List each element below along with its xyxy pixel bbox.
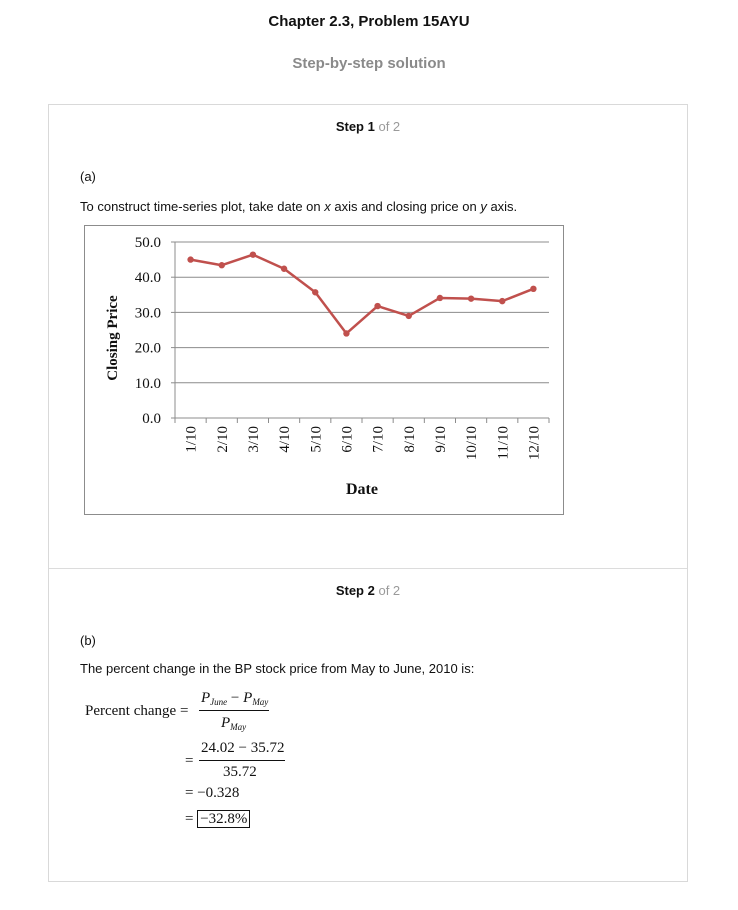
- x-axis-title: Date: [346, 481, 378, 498]
- series-line: [190, 253, 534, 335]
- percent-change-lhs: Percent change =: [85, 703, 189, 719]
- step-2-label: Step 2: [335, 583, 375, 598]
- x-tick-label: 5/10: [308, 426, 324, 453]
- x-tick-label: 12/10: [526, 426, 542, 460]
- step-1-of-label: of 2: [378, 119, 401, 134]
- data-point: [249, 251, 257, 258]
- x-tick-label: 8/10: [402, 426, 418, 453]
- data-point: [187, 256, 194, 263]
- y-tick-label: 30.0: [135, 305, 161, 321]
- data-point: [436, 294, 444, 302]
- step-2-header: Step 2 of 2: [49, 583, 687, 598]
- data-point: [499, 297, 506, 305]
- step-1-text: To construct time-series plot, take date…: [80, 199, 518, 214]
- x-tick-label: 10/10: [464, 426, 480, 460]
- y-tick-label: 10.0: [135, 376, 161, 392]
- step-divider: [49, 568, 687, 569]
- y-tick-label: 40.0: [135, 270, 161, 286]
- chart-svg: 50.0 40.0 30.0 20.0 10.0 0.0 1/10 2/10 3/10 4/10 5…: [105, 235, 550, 498]
- y-tick-label: 0.0: [142, 411, 161, 427]
- closing-price-chart: 50.0 40.0 30.0 20.0 10.0 0.0 1/10 2/10 3/10 4/10 5…: [84, 225, 564, 515]
- x-tick-label: 7/10: [371, 426, 387, 453]
- x-tick-label: 2/10: [215, 426, 231, 453]
- data-point: [374, 302, 381, 310]
- y-axis-title: Closing Price: [105, 295, 121, 381]
- x-tick-label: 6/10: [339, 426, 355, 453]
- page-title: Chapter 2.3, Problem 15AYU: [268, 13, 470, 30]
- x-tick-label: 4/10: [277, 426, 293, 453]
- data-point: [312, 289, 319, 296]
- result-decimal: = −0.328: [185, 785, 240, 801]
- x-tick-label: 11/10: [495, 426, 511, 460]
- data-point: [405, 312, 412, 320]
- fraction-bar-1: [199, 710, 269, 711]
- step-2-text: The percent change in the BP stock price…: [80, 661, 475, 676]
- step-1-label: Step 1: [335, 119, 375, 134]
- fraction-bar-2: [199, 760, 285, 761]
- result-percent: = −32.8%: [185, 810, 251, 828]
- formula-numerator: PJune − PMay: [201, 690, 269, 707]
- part-a-label: (a): [80, 169, 96, 184]
- solution-box: Step 1 of 2 (a) To construct time-series…: [48, 104, 688, 882]
- data-point: [343, 330, 350, 337]
- x-tick-label: 3/10: [246, 426, 262, 453]
- data-point: [280, 265, 288, 272]
- data-point: [467, 295, 475, 302]
- x-tick-label: 1/10: [184, 426, 200, 453]
- x-tick-label: 9/10: [433, 426, 449, 453]
- part-b-label: (b): [80, 633, 96, 648]
- data-point: [218, 262, 225, 269]
- data-point: [530, 285, 537, 293]
- numeric-numerator: 24.02 − 35.72: [201, 740, 285, 756]
- step-1-header: Step 1 of 2: [49, 119, 687, 134]
- y-tick-label: 50.0: [135, 235, 161, 251]
- y-tick-label: 20.0: [135, 341, 161, 357]
- numeric-denominator: 35.72: [223, 764, 257, 780]
- step-2-of-label: of 2: [378, 583, 401, 598]
- boxed-answer: −32.8%: [197, 810, 251, 828]
- page-subtitle: Step-by-step solution: [292, 55, 446, 72]
- formula-denominator: PMay: [221, 715, 247, 732]
- equals-sign-2: =: [185, 753, 194, 769]
